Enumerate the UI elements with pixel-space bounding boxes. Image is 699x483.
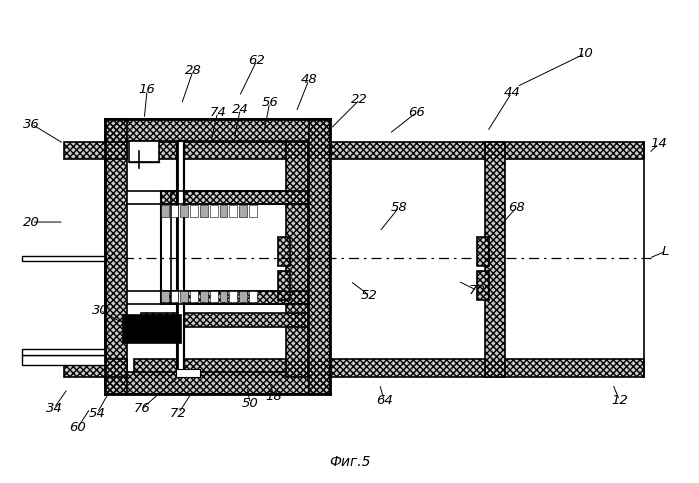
Bar <box>105 119 331 141</box>
Bar <box>64 142 127 159</box>
Bar <box>505 159 644 359</box>
Bar <box>180 291 188 302</box>
Bar <box>141 313 308 327</box>
Bar <box>190 205 198 217</box>
Text: 34: 34 <box>45 402 62 415</box>
Bar <box>105 119 127 394</box>
Bar <box>200 205 208 217</box>
Bar <box>22 349 105 355</box>
Bar <box>105 372 331 394</box>
Bar <box>175 369 200 377</box>
Bar <box>239 205 247 217</box>
Bar <box>477 237 489 266</box>
Text: 64: 64 <box>376 394 393 407</box>
Bar <box>278 271 290 300</box>
Text: 74: 74 <box>209 106 226 119</box>
Text: 18: 18 <box>265 390 282 403</box>
Text: 22: 22 <box>352 93 368 106</box>
Bar <box>249 205 257 217</box>
Bar <box>22 355 105 365</box>
Bar <box>219 291 227 302</box>
Bar <box>64 359 127 377</box>
Bar <box>161 191 308 204</box>
Text: 30: 30 <box>92 304 108 317</box>
Text: 52: 52 <box>361 289 378 302</box>
Text: 12: 12 <box>611 394 628 407</box>
Text: 54: 54 <box>89 407 106 420</box>
Text: 10: 10 <box>577 47 593 60</box>
Bar <box>200 291 208 302</box>
Bar <box>229 205 237 217</box>
Bar <box>477 271 489 300</box>
Bar <box>127 141 309 372</box>
Text: 16: 16 <box>139 83 155 96</box>
Bar <box>287 142 308 377</box>
Bar <box>161 205 168 217</box>
Bar <box>134 142 644 159</box>
Text: 62: 62 <box>249 54 265 67</box>
Bar <box>161 191 308 204</box>
Bar <box>161 291 308 304</box>
Bar <box>64 359 127 377</box>
Bar <box>22 256 105 261</box>
Bar <box>210 291 217 302</box>
Text: 28: 28 <box>185 64 201 77</box>
Bar <box>177 141 185 372</box>
Bar <box>134 359 644 377</box>
Bar <box>287 159 331 359</box>
Bar <box>141 313 308 327</box>
Text: 72: 72 <box>170 407 187 420</box>
Text: L: L <box>662 245 669 258</box>
Bar <box>477 271 489 300</box>
Bar <box>105 119 127 394</box>
Bar <box>180 205 188 217</box>
Bar <box>190 291 198 302</box>
Bar <box>134 359 644 377</box>
Bar <box>308 159 485 359</box>
Text: 76: 76 <box>134 402 150 415</box>
Bar <box>134 142 644 159</box>
Text: 66: 66 <box>408 106 425 119</box>
Bar <box>278 237 290 266</box>
Text: 24: 24 <box>232 103 249 116</box>
Bar <box>161 291 308 304</box>
Bar <box>485 142 505 377</box>
Bar <box>278 237 290 266</box>
Bar <box>161 291 168 302</box>
Text: 36: 36 <box>23 117 40 130</box>
Bar <box>219 205 227 217</box>
Bar <box>122 315 182 342</box>
Text: 48: 48 <box>301 73 317 86</box>
Bar <box>210 205 217 217</box>
Text: 60: 60 <box>69 421 86 434</box>
Bar <box>239 291 247 302</box>
Bar <box>229 291 237 302</box>
Text: 50: 50 <box>242 397 259 410</box>
Bar <box>171 291 178 302</box>
Bar <box>309 119 331 394</box>
Bar <box>278 271 290 300</box>
Text: 20: 20 <box>23 215 40 228</box>
Text: 14: 14 <box>650 137 667 150</box>
Bar <box>309 119 331 394</box>
Bar <box>485 142 505 377</box>
Text: 56: 56 <box>261 96 278 109</box>
Bar <box>249 291 257 302</box>
Text: 70: 70 <box>469 284 486 297</box>
Bar <box>129 141 159 162</box>
Text: Фиг.5: Фиг.5 <box>329 455 370 469</box>
Bar <box>287 142 308 377</box>
Bar <box>64 142 127 159</box>
Bar <box>105 372 331 394</box>
Text: 58: 58 <box>391 201 408 214</box>
Text: 68: 68 <box>508 201 525 214</box>
Text: 44: 44 <box>503 86 520 99</box>
Bar <box>105 119 331 141</box>
Bar <box>171 205 178 217</box>
Bar <box>477 237 489 266</box>
